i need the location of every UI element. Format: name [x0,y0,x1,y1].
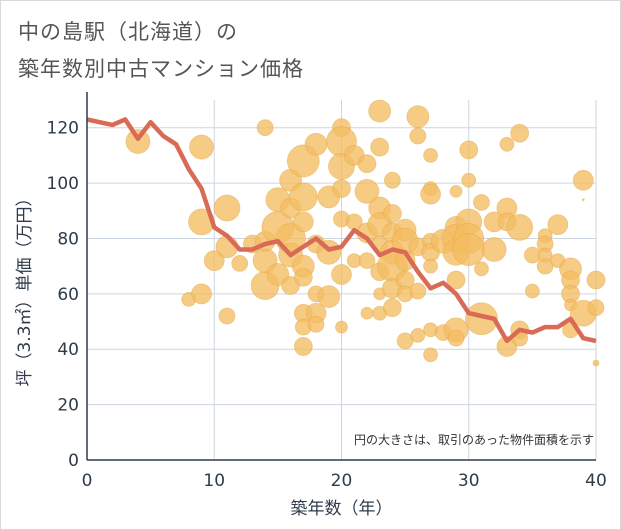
bubble-point [256,119,274,137]
y-tick-label: 40 [57,340,79,360]
bubble-point [335,320,348,334]
bubble-point [592,359,600,367]
bubble-point [452,233,486,266]
bubble-point [332,179,351,199]
bubble-point [499,136,515,152]
x-tick-label: 20 [331,471,353,491]
bubble-point [420,183,441,205]
bubble-point [473,194,490,211]
bubble-point [474,261,489,277]
y-tick-label: 80 [57,229,79,249]
bubble-point [382,204,402,223]
bubble-point [288,182,318,212]
bubble-point [572,169,594,191]
bubble-point [358,252,376,270]
bubble-point [506,213,534,241]
chart-title-line2: 築年数別中古マンション価格 [18,57,304,81]
x-tick-label: 30 [458,471,480,491]
bubble-point [317,285,341,309]
y-tick-label: 60 [57,285,79,305]
bubble-point [357,154,377,174]
bubble-point [423,347,438,363]
bubble-point [423,258,438,274]
bubble-point [537,247,553,263]
bubble-point [382,298,402,318]
x-tick-label: 40 [585,471,607,491]
bubble-point [368,99,392,123]
bubble-point [307,315,325,333]
bubble-point [218,307,236,325]
bubble-point [586,270,606,290]
bubble-point [231,254,249,272]
y-tick-label: 100 [47,174,79,194]
y-tick-label: 120 [47,119,79,139]
bubble-point [481,237,507,262]
bubble-point [360,306,374,320]
x-axis-label: 築年数（年） [291,499,393,519]
bubble-point [370,137,390,157]
bubble-point [423,147,438,163]
bubble-point [203,250,225,272]
bubble-point [581,198,585,202]
bubble-point [449,184,463,198]
bubble-point [547,214,569,236]
bubble-point [461,172,477,188]
bubble-point [292,211,314,233]
bubble-point [189,134,214,160]
bubble-point [447,329,465,347]
bubble-point [304,132,328,156]
bubble-point [125,129,151,154]
bubble-point [587,299,605,317]
bubble-point [524,283,540,299]
bubble-point [383,171,401,189]
bubble-point [410,327,426,343]
bubble-point [409,127,427,145]
y-axis-label: 坪（3.3㎡）単価（万円） [15,189,35,386]
x-tick-label: 10 [203,471,225,491]
bubble-point [510,123,530,143]
bubble-point [293,337,313,356]
y-tick-label: 20 [57,396,79,416]
bubble-point [459,140,479,160]
bubble-point [446,270,466,290]
bubble-point [293,267,313,287]
bubble-point [465,302,498,336]
chart-title-line1: 中の島駅（北海道）の [18,20,238,44]
axes: 0 10 20 30 40 0 20 40 60 80 100 120 [47,92,607,491]
bubble-point [213,194,241,222]
average-price-line [86,117,597,344]
y-tick-label: 0 [68,451,79,471]
bubble-point [406,105,430,129]
x-tick-label: 0 [82,471,93,491]
bubble-size-note: 円の大きさは、取引のあった物件面積を示す [354,432,594,447]
bubble-point [331,264,352,285]
bubble-point [409,282,427,300]
bubble-layer [125,99,606,367]
bubble-point [354,178,380,204]
bubble-point [191,283,212,305]
